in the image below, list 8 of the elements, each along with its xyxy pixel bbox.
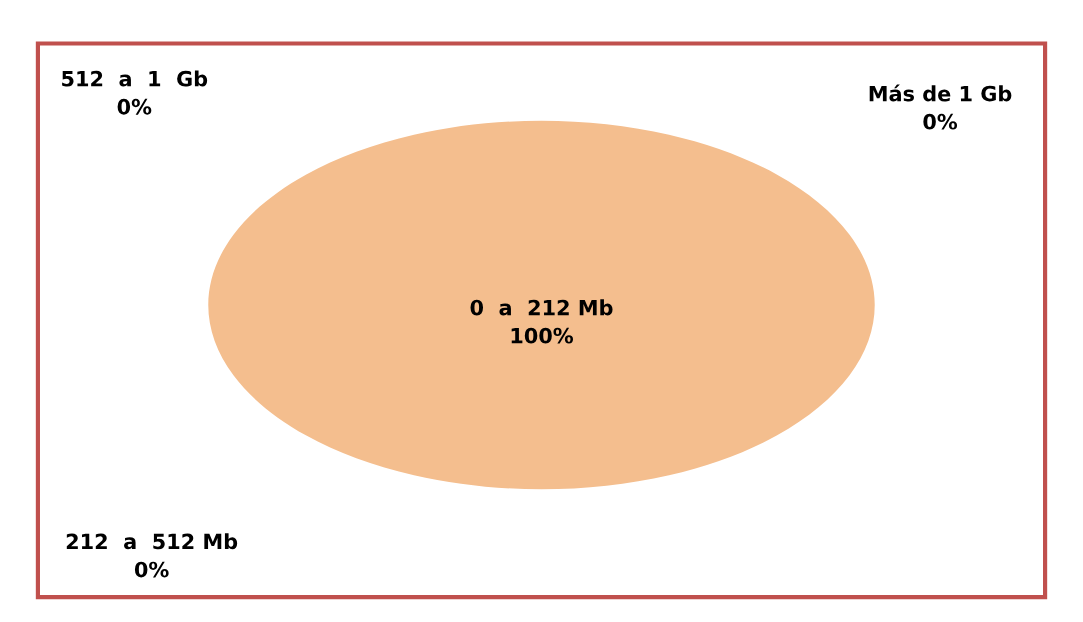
text: 0%	[923, 113, 958, 130]
category-label: Más de 1 Gb	[869, 84, 1012, 102]
category-label: 512 a 1 Gb	[62, 70, 208, 87]
category-label: 212 a 512 Mb	[66, 533, 238, 550]
text: 0%	[117, 98, 152, 115]
text: 0%	[134, 561, 169, 578]
slice-label: 0 a 212 Mb	[470, 299, 613, 316]
data-label: 100%	[511, 327, 574, 344]
